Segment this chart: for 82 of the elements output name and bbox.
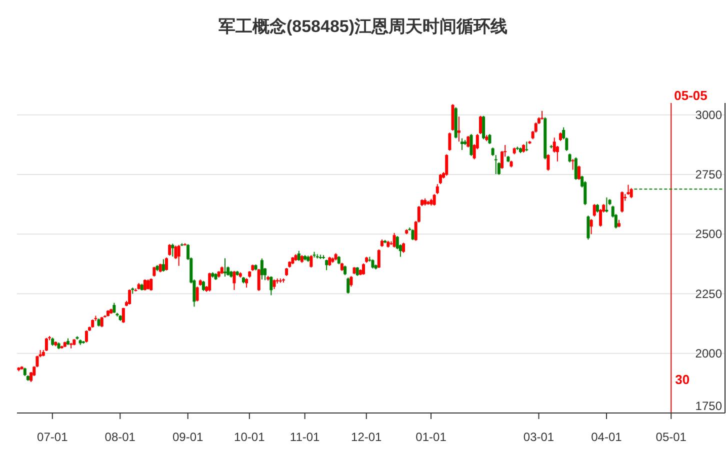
candlestick: [325, 259, 328, 271]
candlestick: [257, 268, 260, 292]
x-tick-label: 04-01: [591, 430, 622, 444]
candlestick: [488, 134, 492, 145]
candlestick: [438, 174, 442, 185]
x-tick-label: 03-01: [523, 430, 554, 444]
candlestick: [571, 158, 574, 170]
candlestick: [620, 190, 624, 213]
candlestick: [297, 250, 300, 262]
candlestick: [630, 188, 633, 199]
candlestick: [162, 258, 165, 272]
x-tick-label: 12-01: [351, 430, 382, 444]
candlestick: [310, 254, 313, 268]
candlestick: [223, 258, 226, 278]
x-tick-label: 08-01: [104, 430, 136, 444]
candlestick: [411, 228, 414, 241]
candlestick: [272, 278, 276, 290]
candlestick: [84, 330, 88, 343]
y-tick-label: 2250: [695, 286, 722, 301]
candlestick: [328, 256, 332, 266]
candlestick: [152, 266, 156, 278]
candlestick: [445, 154, 448, 176]
candlestick: [346, 277, 350, 294]
candlestick: [466, 135, 470, 148]
candlestick: [592, 204, 596, 218]
candlestick: [605, 196, 608, 213]
candlestick: [546, 154, 550, 172]
x-tick-label: 09-01: [172, 430, 204, 444]
candlestick: [177, 244, 180, 266]
candlestick: [168, 244, 172, 256]
candlestick: [245, 278, 248, 288]
candlestick: [590, 218, 593, 235]
candlestick: [344, 265, 347, 276]
candlestick: [112, 302, 116, 314]
candlestick: [143, 278, 146, 291]
candlestick: [350, 276, 353, 288]
y-tick-label: 2750: [695, 168, 722, 182]
candlestick: [482, 115, 486, 140]
y-tick-label: 2000: [695, 346, 722, 360]
candlestick: [44, 337, 48, 352]
candlestick: [371, 258, 374, 269]
candlestick: [196, 286, 199, 302]
candlestick: [165, 257, 168, 271]
candlestick: [202, 280, 205, 292]
candlestick: [392, 232, 396, 248]
candlestick: [626, 184, 630, 196]
candlestick: [494, 154, 498, 175]
candlestick: [478, 115, 482, 134]
annotation: 30: [675, 372, 690, 388]
candlestick: [436, 184, 439, 195]
candlestick: [208, 272, 212, 292]
y-tick-label: 1750: [695, 399, 722, 413]
y-tick-label: 2500: [695, 227, 722, 242]
x-tick-label: 11-01: [290, 430, 320, 444]
candlestick: [525, 141, 528, 152]
candlestick: [402, 242, 406, 254]
candlestick: [377, 248, 380, 269]
candlestick: [432, 194, 436, 206]
candlestick: [270, 276, 273, 296]
chart-title: 军工概念(858485)江恩周天时间循环线: [217, 17, 509, 37]
candlestick: [232, 270, 236, 290]
candlestick: [577, 165, 580, 180]
candlestick: [448, 132, 452, 152]
candlestick: [460, 138, 464, 150]
candlestick: [457, 116, 460, 142]
candlestick: [100, 316, 104, 328]
candlestick: [362, 262, 366, 276]
x-tick-label: 05-01: [656, 430, 687, 444]
candlestick: [171, 243, 174, 258]
y-tick-label: 3000: [695, 108, 722, 122]
candlestick: [470, 134, 473, 156]
candlestick: [586, 215, 590, 240]
candlestick: [260, 258, 264, 280]
ref-line-label: 05-05: [674, 88, 708, 103]
x-tick-label: 07-01: [37, 430, 68, 444]
candlestick: [128, 288, 132, 305]
candlestick: [122, 307, 125, 324]
candlestick: [146, 278, 150, 290]
x-tick-label: 10-01: [234, 430, 266, 444]
candlestick: [574, 156, 578, 180]
candlestick: [150, 278, 153, 292]
x-tick-label: 01-01: [416, 430, 447, 444]
